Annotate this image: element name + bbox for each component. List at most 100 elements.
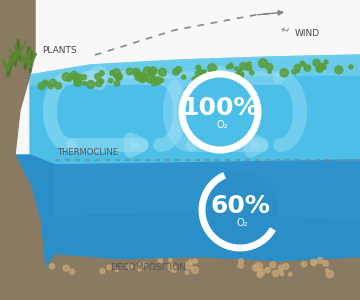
Circle shape <box>171 267 176 272</box>
Circle shape <box>317 257 323 263</box>
Circle shape <box>167 263 174 270</box>
Circle shape <box>38 82 45 90</box>
Circle shape <box>214 72 220 78</box>
Circle shape <box>149 70 156 76</box>
Circle shape <box>81 75 86 80</box>
Circle shape <box>208 64 217 73</box>
Text: PLANTS: PLANTS <box>42 46 77 55</box>
Circle shape <box>181 75 186 79</box>
Circle shape <box>226 74 230 78</box>
Circle shape <box>235 67 238 70</box>
Circle shape <box>49 264 55 269</box>
Circle shape <box>112 69 120 77</box>
Circle shape <box>72 74 77 80</box>
Circle shape <box>235 71 243 79</box>
Circle shape <box>304 65 311 71</box>
Circle shape <box>117 75 122 80</box>
Circle shape <box>301 262 307 267</box>
Circle shape <box>266 64 273 70</box>
Circle shape <box>107 265 112 270</box>
Circle shape <box>176 67 182 72</box>
Circle shape <box>189 260 193 264</box>
Circle shape <box>265 267 270 273</box>
Circle shape <box>283 263 289 269</box>
Circle shape <box>311 261 316 266</box>
Circle shape <box>311 259 316 265</box>
Polygon shape <box>55 160 360 220</box>
Circle shape <box>279 269 283 273</box>
Text: 60%: 60% <box>210 194 270 218</box>
Circle shape <box>252 265 259 271</box>
Circle shape <box>73 74 82 82</box>
Circle shape <box>135 72 143 81</box>
Circle shape <box>255 262 262 270</box>
Text: ↵: ↵ <box>278 24 290 37</box>
Circle shape <box>335 66 343 74</box>
Circle shape <box>62 73 71 81</box>
Text: 100%: 100% <box>181 96 259 120</box>
Circle shape <box>313 59 320 66</box>
Circle shape <box>71 71 77 78</box>
Circle shape <box>270 262 276 268</box>
Circle shape <box>192 267 198 274</box>
Circle shape <box>74 79 81 86</box>
Circle shape <box>63 265 69 271</box>
Circle shape <box>240 63 247 70</box>
Circle shape <box>202 172 278 248</box>
Circle shape <box>230 65 233 68</box>
Polygon shape <box>30 55 360 165</box>
Circle shape <box>142 262 146 266</box>
Circle shape <box>199 70 203 74</box>
Circle shape <box>46 82 50 86</box>
Circle shape <box>273 270 279 277</box>
Circle shape <box>132 68 140 75</box>
Circle shape <box>193 259 198 263</box>
Circle shape <box>139 76 146 82</box>
Circle shape <box>115 268 119 272</box>
Circle shape <box>160 78 164 82</box>
Circle shape <box>239 259 243 263</box>
Circle shape <box>49 84 53 89</box>
Circle shape <box>301 62 305 66</box>
Circle shape <box>49 79 57 86</box>
Polygon shape <box>0 155 360 300</box>
Circle shape <box>158 68 166 76</box>
Circle shape <box>185 271 189 275</box>
Circle shape <box>154 77 162 84</box>
Polygon shape <box>0 155 45 270</box>
Circle shape <box>196 65 201 70</box>
Circle shape <box>238 72 244 78</box>
Text: O₂: O₂ <box>236 218 248 228</box>
Circle shape <box>323 261 328 266</box>
Circle shape <box>173 68 179 75</box>
Circle shape <box>100 268 105 274</box>
Circle shape <box>292 69 297 74</box>
Circle shape <box>138 73 145 80</box>
Circle shape <box>143 67 152 76</box>
Circle shape <box>99 71 104 76</box>
Circle shape <box>158 259 163 263</box>
Circle shape <box>229 63 233 67</box>
Polygon shape <box>0 255 360 300</box>
Circle shape <box>324 60 328 64</box>
Circle shape <box>83 82 86 85</box>
Text: O₂: O₂ <box>216 120 228 130</box>
Circle shape <box>55 82 62 89</box>
Circle shape <box>146 74 154 82</box>
Circle shape <box>110 70 114 75</box>
Circle shape <box>326 271 333 278</box>
Circle shape <box>168 258 172 262</box>
Circle shape <box>226 65 230 69</box>
Circle shape <box>115 73 122 80</box>
Circle shape <box>150 77 159 85</box>
Text: DECOMPOSITION: DECOMPOSITION <box>110 263 186 272</box>
Circle shape <box>268 70 271 74</box>
Circle shape <box>288 272 292 276</box>
Circle shape <box>114 81 120 86</box>
Circle shape <box>258 269 265 276</box>
Circle shape <box>182 74 258 150</box>
Polygon shape <box>0 0 35 160</box>
Circle shape <box>128 264 132 269</box>
Circle shape <box>257 272 263 278</box>
Circle shape <box>296 70 299 73</box>
